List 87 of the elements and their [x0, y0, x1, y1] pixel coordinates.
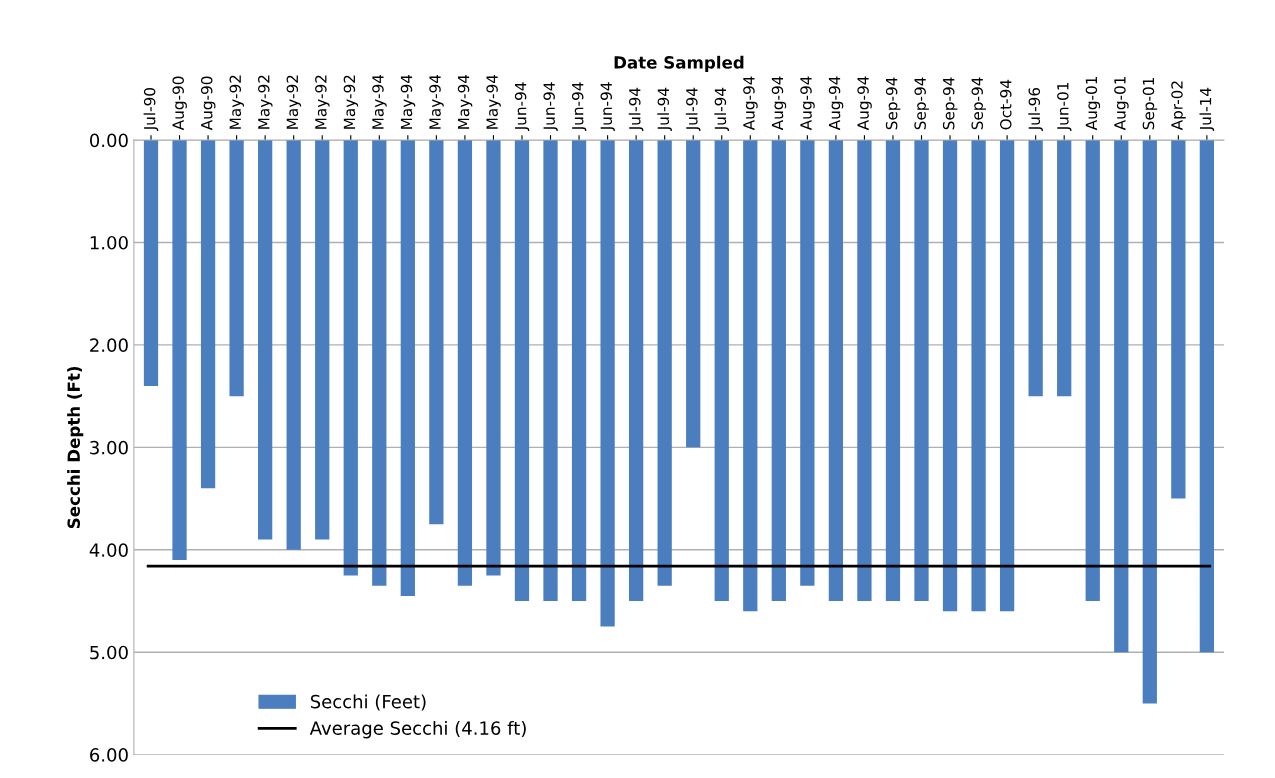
bar — [486, 140, 501, 576]
x-tick-label: Aug-94 — [857, 76, 872, 131]
bar — [999, 140, 1015, 612]
x-tick-label: Jul-94 — [628, 87, 644, 132]
bar — [828, 140, 844, 602]
bar — [286, 140, 301, 550]
bar — [315, 140, 330, 540]
x-tick-label: Aug-01 — [1085, 76, 1101, 131]
x-tick-label: Sep-94 — [885, 77, 901, 130]
bar — [543, 140, 558, 602]
x-tick-label: Aug-94 — [828, 76, 844, 131]
x-tick-label: Aug-90 — [172, 76, 187, 131]
x-tick-label: Sep-94 — [914, 77, 929, 130]
bar — [657, 140, 672, 586]
bar — [571, 140, 587, 602]
y-tick-label: 2.00 — [90, 338, 128, 353]
x-tick-label: Jun-94 — [571, 82, 587, 132]
x-tick-label: Jun-94 — [600, 82, 615, 132]
x-tick-label: Aug-94 — [771, 76, 787, 131]
x-tick-label: Aug-01 — [1114, 76, 1129, 131]
bar — [1085, 140, 1100, 602]
x-tick-label: May-94 — [400, 74, 416, 129]
x-tick-label: Aug-94 — [800, 76, 815, 131]
legend-label: Average Secchi (4.16 ft) — [309, 720, 526, 739]
bar — [600, 140, 615, 627]
x-tick-label: Jul-94 — [657, 87, 672, 132]
x-tick-label: Jul-14 — [1199, 87, 1215, 132]
bar — [1114, 140, 1129, 653]
y-tick-label: 3.00 — [90, 440, 128, 455]
y-tick-label: 0.00 — [90, 133, 128, 148]
bar — [429, 140, 444, 525]
bar — [942, 140, 958, 612]
x-tick-label: Jun-94 — [543, 82, 558, 132]
x-tick-label: May-92 — [229, 75, 244, 129]
bar — [1199, 140, 1215, 653]
x-tick-label: Jun-01 — [1057, 82, 1072, 132]
bar — [743, 140, 758, 612]
x-tick-label: Jul-94 — [714, 87, 730, 132]
x-tick-label: Sep-94 — [971, 77, 986, 130]
bar — [514, 140, 530, 602]
x-tick-label: Sep-01 — [1142, 77, 1158, 130]
x-tick-label: May-92 — [286, 75, 302, 129]
x-tick-label: May-92 — [343, 75, 359, 129]
x-tick-label: Jul-90 — [143, 87, 159, 132]
x-tick-label: Aug-90 — [200, 76, 216, 131]
bar — [457, 140, 473, 586]
y-axis-title: Secchi Depth (Ft) — [67, 366, 84, 529]
legend-label: Secchi (Feet) — [310, 694, 426, 711]
bar — [971, 140, 986, 612]
x-tick-label: Sep-94 — [942, 77, 958, 130]
bar — [857, 140, 872, 602]
bar — [400, 140, 415, 596]
bar — [771, 140, 786, 602]
y-tick-label: 4.00 — [89, 543, 128, 557]
x-tick-label: May-92 — [258, 75, 273, 129]
bar — [372, 140, 387, 586]
bar — [343, 140, 358, 576]
bar — [229, 140, 244, 397]
y-tick-label: 1.00 — [90, 235, 128, 250]
bar — [686, 140, 701, 448]
bar — [1028, 140, 1043, 397]
bar — [714, 140, 729, 602]
x-tick-label: May-94 — [429, 74, 444, 129]
x-tick-label: May-94 — [457, 74, 473, 129]
bar — [143, 140, 159, 386]
x-tick-label: Apr-02 — [1171, 81, 1186, 131]
bar — [1057, 140, 1072, 397]
bar — [1142, 140, 1157, 704]
bar — [258, 140, 273, 540]
bar — [629, 140, 644, 602]
bar — [1171, 140, 1186, 499]
x-tick-label: May-94 — [486, 74, 501, 129]
x-tick-label: Jul-96 — [1028, 87, 1043, 132]
y-tick-label: 5.00 — [90, 645, 128, 660]
y-tick-label: 6.00 — [90, 748, 128, 762]
bar — [885, 140, 901, 602]
x-tick-label: Aug-94 — [743, 76, 758, 131]
bar — [172, 140, 187, 561]
bar — [914, 140, 929, 602]
x-tick-label: May-94 — [372, 74, 387, 129]
bar — [200, 140, 216, 489]
x-tick-label: Oct-94 — [999, 79, 1012, 130]
x-tick-label: Jul-94 — [685, 87, 701, 132]
x-tick-label: May-92 — [315, 75, 330, 129]
bar — [800, 140, 815, 586]
x-axis-title: Date Sampled — [614, 55, 744, 72]
x-tick-label: Jun-94 — [514, 82, 530, 132]
